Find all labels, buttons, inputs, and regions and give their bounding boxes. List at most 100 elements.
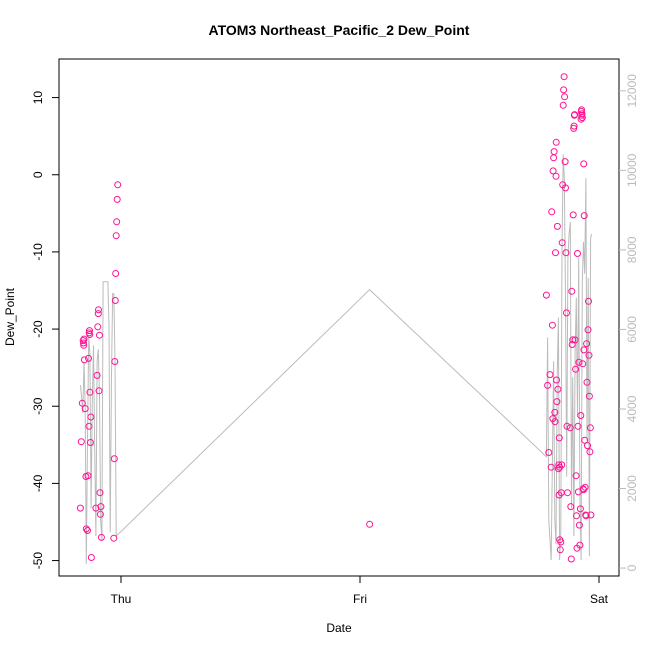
data-point <box>574 250 581 257</box>
data-point <box>567 503 575 511</box>
data-point <box>578 106 586 114</box>
data-point <box>567 555 575 563</box>
data-point <box>94 323 102 331</box>
y-tick-label: -50 <box>31 552 45 570</box>
data-point <box>86 331 94 338</box>
y2-tick-label: 6000 <box>625 316 639 343</box>
data-point <box>558 239 566 247</box>
data-point <box>560 73 568 81</box>
data-point <box>571 111 579 119</box>
data-point <box>81 405 89 413</box>
data-point <box>97 503 105 511</box>
data-point <box>110 455 118 463</box>
series-line <box>79 154 593 565</box>
data-point <box>564 489 571 497</box>
data-point <box>555 434 563 442</box>
data-point <box>566 424 574 432</box>
data-point <box>581 483 589 491</box>
y2-tick-label: 8000 <box>625 236 639 263</box>
data-point <box>548 208 556 216</box>
data-point <box>575 521 583 529</box>
data-point <box>557 538 565 546</box>
data-point <box>550 148 558 156</box>
data-point <box>586 424 594 432</box>
data-point <box>85 354 92 362</box>
data-point <box>112 270 120 277</box>
data-point <box>553 222 561 230</box>
data-point <box>366 520 374 528</box>
data-point <box>561 93 569 101</box>
data-point <box>97 533 105 541</box>
right-y-axis: 0 2000 4000 6000 8000 10000 12000 <box>619 74 639 571</box>
data-point <box>571 336 579 344</box>
data-point <box>556 463 564 471</box>
data-point <box>96 331 103 339</box>
x-tick-label: Fri <box>353 592 367 606</box>
data-point <box>110 534 118 542</box>
data-point <box>111 297 119 304</box>
data-point <box>114 181 122 189</box>
y-tick-label: -10 <box>31 243 45 261</box>
data-point <box>562 249 570 257</box>
data-point <box>554 385 562 393</box>
points-series <box>76 73 595 563</box>
data-point <box>585 392 593 400</box>
data-point <box>553 376 560 384</box>
data-point <box>92 504 100 512</box>
data-point <box>94 310 102 318</box>
data-point <box>580 160 588 168</box>
y2-tick-label: 4000 <box>625 395 639 422</box>
data-point <box>87 413 95 421</box>
data-point <box>80 335 88 343</box>
data-point <box>576 541 584 549</box>
data-point <box>577 412 585 419</box>
data-point <box>570 122 578 130</box>
data-point <box>555 491 563 499</box>
data-point <box>111 358 119 365</box>
chart-title: ATOM3 Northeast_Pacific_2 Dew_Point <box>209 22 470 38</box>
data-point <box>547 463 555 471</box>
data-point <box>552 138 560 146</box>
x-tick-label: Sat <box>590 592 609 606</box>
data-point <box>86 388 94 396</box>
y-tick-label: -20 <box>31 320 45 338</box>
data-point <box>93 371 101 379</box>
data-point <box>568 287 576 295</box>
y-tick-label: 10 <box>31 91 45 105</box>
x-tick-label: Thu <box>111 592 132 606</box>
data-point <box>586 448 594 456</box>
data-point <box>556 546 564 554</box>
data-point <box>580 346 588 354</box>
data-point <box>546 371 554 379</box>
data-point <box>84 527 91 534</box>
data-point <box>113 195 121 203</box>
data-point <box>562 184 569 192</box>
data-point <box>549 167 557 175</box>
data-point <box>563 309 570 317</box>
data-point <box>584 442 591 450</box>
data-point <box>584 326 592 334</box>
data-point <box>550 154 558 162</box>
data-point <box>552 172 560 180</box>
data-point <box>95 306 102 314</box>
data-point <box>544 381 552 389</box>
data-point <box>569 211 577 219</box>
data-point <box>572 365 580 373</box>
data-point <box>545 449 553 456</box>
y-tick-label: 0 <box>31 171 45 178</box>
data-point <box>78 399 86 407</box>
data-point <box>580 212 588 220</box>
data-point <box>76 504 84 512</box>
data-point <box>551 408 559 416</box>
data-point <box>96 489 104 497</box>
data-point <box>561 158 569 166</box>
data-point <box>587 511 595 519</box>
data-point <box>558 461 566 469</box>
data-point <box>548 321 556 329</box>
data-point <box>583 378 591 386</box>
data-point <box>112 232 120 240</box>
data-point <box>574 422 582 430</box>
data-point <box>572 472 580 480</box>
plot-frame <box>58 58 620 577</box>
